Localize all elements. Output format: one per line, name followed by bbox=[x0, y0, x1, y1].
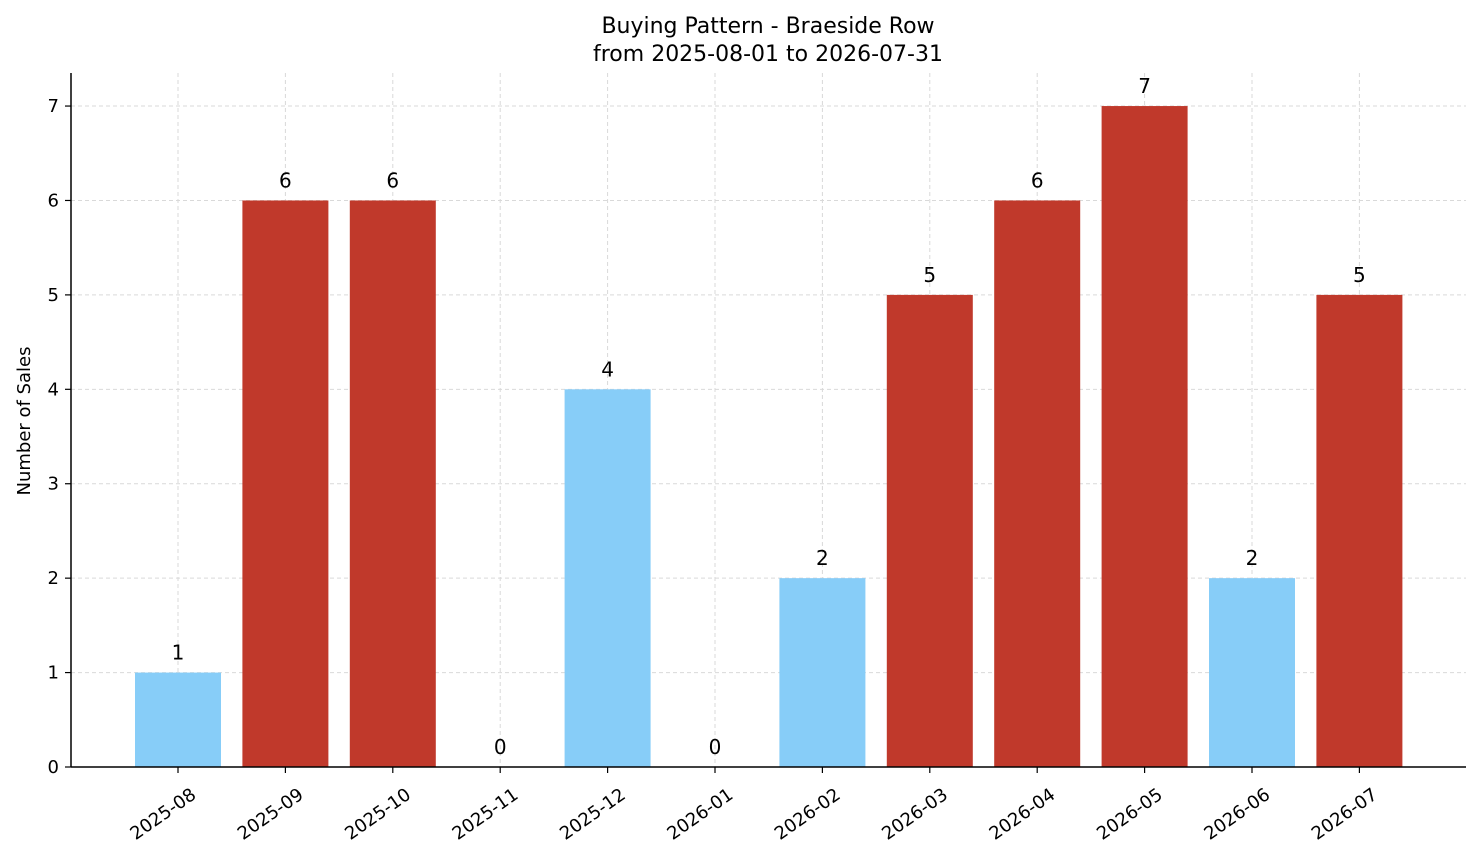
bar bbox=[779, 578, 866, 767]
y-tick-label: 4 bbox=[48, 379, 59, 400]
bar-value-label: 2 bbox=[816, 546, 829, 570]
y-tick-label: 0 bbox=[48, 757, 59, 778]
y-tick-label: 7 bbox=[48, 96, 59, 117]
bar bbox=[1101, 106, 1188, 768]
x-tick-label: 2025-10 bbox=[341, 784, 415, 844]
bar-value-label: 0 bbox=[494, 735, 507, 759]
bar bbox=[564, 389, 651, 767]
bar-value-label: 2 bbox=[1246, 546, 1259, 570]
x-tick-label: 2025-09 bbox=[234, 784, 308, 844]
bar bbox=[242, 200, 329, 768]
chart-subtitle: from 2025-08-01 to 2026-07-31 bbox=[593, 42, 943, 67]
axes bbox=[70, 73, 1466, 768]
bar-value-label: 6 bbox=[1031, 168, 1044, 192]
y-tick-label: 5 bbox=[48, 285, 59, 306]
bar bbox=[1209, 578, 1295, 767]
chart-title: Buying Pattern - Braeside Row bbox=[601, 14, 934, 39]
bar bbox=[135, 672, 221, 767]
bar-value-label: 1 bbox=[172, 641, 185, 665]
bar-value-label: 6 bbox=[279, 168, 292, 192]
x-tick-label: 2026-02 bbox=[771, 784, 845, 844]
x-tick-label: 2026-01 bbox=[663, 784, 737, 844]
x-tick-label: 2026-06 bbox=[1200, 784, 1274, 844]
x-tick-label: 2026-04 bbox=[986, 784, 1060, 844]
x-tick-label: 2025-11 bbox=[449, 784, 523, 844]
data-labels: 1 6 6 0 4 0 2 5 6 7 2 5 bbox=[172, 74, 1366, 759]
bar bbox=[1316, 294, 1403, 767]
bar-value-label: 0 bbox=[709, 735, 722, 759]
x-tick-label: 2026-07 bbox=[1308, 784, 1382, 844]
y-tick-label: 3 bbox=[48, 474, 59, 495]
bar bbox=[994, 200, 1081, 768]
bar-value-label: 6 bbox=[386, 168, 399, 192]
x-tick-label: 2026-05 bbox=[1093, 784, 1167, 844]
x-ticks: 2025-08 2025-09 2025-10 2025-11 2025-12 2026-… bbox=[126, 767, 1381, 845]
y-tick-label: 1 bbox=[48, 663, 59, 684]
y-axis-label: Number of Sales bbox=[14, 346, 35, 495]
y-tick-label: 6 bbox=[48, 190, 59, 211]
bar-value-label: 5 bbox=[1353, 263, 1366, 287]
x-tick-label: 2025-08 bbox=[126, 784, 200, 844]
y-tick-label: 2 bbox=[48, 568, 59, 589]
bar bbox=[886, 294, 973, 767]
bars bbox=[135, 106, 1403, 768]
bar-value-label: 5 bbox=[923, 263, 936, 287]
x-tick-label: 2025-12 bbox=[556, 784, 630, 844]
x-tick-label: 2026-03 bbox=[878, 784, 952, 844]
y-ticks: 0 1 2 3 4 5 6 7 bbox=[48, 96, 71, 778]
bar bbox=[349, 200, 436, 768]
bar-value-label: 7 bbox=[1138, 74, 1151, 98]
bar-value-label: 4 bbox=[601, 357, 614, 381]
